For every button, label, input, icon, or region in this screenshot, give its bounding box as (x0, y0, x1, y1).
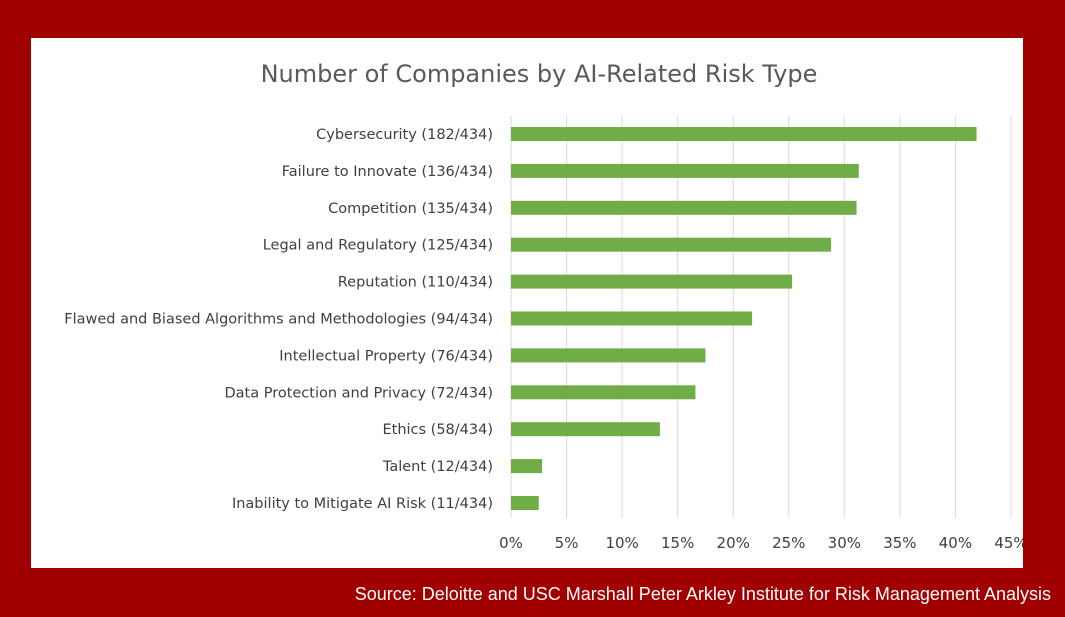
x-tick-label: 25% (772, 534, 805, 552)
x-tick-label: 30% (828, 534, 861, 552)
category-label: Competition (135/434) (328, 201, 493, 217)
x-tick-label: 10% (605, 534, 638, 552)
category-label: Reputation (110/434) (338, 275, 493, 291)
x-tick-label: 0% (499, 534, 523, 552)
category-label: Failure to Innovate (136/434) (282, 164, 493, 180)
x-tick-labels: 0% 5% 10% 15% 20% 25% 30% 35% 40% 45% (499, 534, 1023, 552)
bar (511, 348, 706, 363)
x-tick-label: 35% (883, 534, 916, 552)
bar (511, 311, 753, 326)
bar (511, 422, 660, 437)
x-tick-label: 45% (994, 534, 1023, 552)
bars (511, 127, 977, 510)
category-labels: Cybersecurity (182/434) Failure to Innova… (64, 127, 493, 512)
bar (511, 496, 539, 510)
category-label: Data Protection and Privacy (72/434) (224, 385, 493, 401)
category-label: Talent (12/434) (382, 459, 493, 475)
bar (511, 200, 857, 215)
category-label: Flawed and Biased Algorithms and Methodo… (64, 312, 493, 328)
category-label: Inability to Mitigate AI Risk (11/434) (232, 496, 493, 512)
category-label: Ethics (58/434) (382, 422, 493, 438)
category-label: Legal and Regulatory (125/434) (263, 238, 493, 254)
bar (511, 274, 793, 289)
source-caption: Source: Deloitte and USC Marshall Peter … (354, 584, 1051, 604)
x-tick-label: 20% (717, 534, 750, 552)
category-label: Cybersecurity (182/434) (316, 127, 493, 143)
bar-chart: Number of Companies by AI-Related Risk T… (64, 60, 1023, 552)
bar (511, 459, 543, 474)
x-tick-label: 15% (661, 534, 694, 552)
chart-panel: Number of Companies by AI-Related Risk T… (31, 38, 1023, 568)
x-tick-label: 5% (555, 534, 579, 552)
category-label: Intellectual Property (76/434) (279, 348, 493, 364)
bar (511, 163, 859, 178)
bar (511, 385, 696, 400)
bar (511, 237, 831, 252)
bar (511, 127, 977, 141)
chart-title: Number of Companies by AI-Related Risk T… (261, 60, 818, 88)
x-tick-label: 40% (939, 534, 972, 552)
